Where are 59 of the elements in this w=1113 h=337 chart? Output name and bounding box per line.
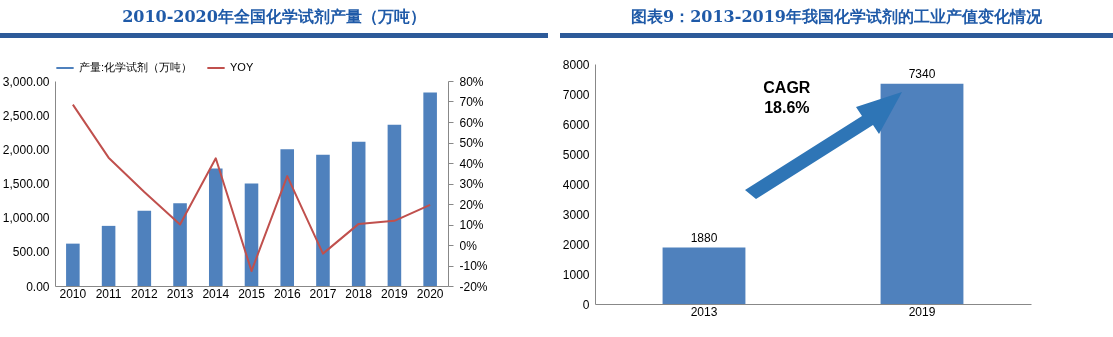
y-tick-label: 2,500.00 [2,108,50,123]
bar [280,149,295,286]
bar [244,183,259,286]
x-tick-label: 2010 [59,286,87,301]
bar [208,168,223,286]
y-tick-label: 7000 [562,87,590,102]
y-tick-label: 1,000.00 [2,211,50,226]
y-tick-label: 8000 [562,57,590,72]
y2-tick-label: 10% [459,218,484,232]
y-tick-label: 5000 [562,147,590,162]
x-tick-label: 2018 [345,286,373,301]
x-tick-label: 2016 [273,286,301,301]
y2-tick-label: 0% [459,238,478,253]
bar [316,154,330,286]
bar [387,124,402,286]
x-tick-label: 2012 [130,286,158,301]
y2-tick-label: 80% [459,74,484,89]
y-tick-label: 0 [582,297,590,312]
x-tick-label: 2011 [95,286,122,301]
y-tick-label: 3,000.00 [2,74,50,89]
x-tick-label: 2019 [908,304,936,319]
line-series [71,103,432,273]
x-tick-label: 2017 [309,286,337,301]
x-tick-label: 2013 [690,304,718,319]
y-tick-label: 1,500.00 [2,177,50,191]
y2-tick-label: -10% [459,259,488,273]
y2-tick-label: 40% [459,156,484,171]
legend-label: YOY [230,61,254,73]
y2-tick-label: 50% [459,136,484,150]
bar [173,203,187,286]
y2-tick-label: 70% [459,95,484,109]
chart-title: 图表9：2013-2019年我国化学试剂的工业产值变化情况 [560,0,1113,38]
y-tick-label: 1000 [562,267,590,282]
x-tick-label: 2019 [381,286,409,301]
legend-label: 产量:化学试剂（万吨） [79,61,193,73]
bar [351,141,366,286]
y-tick-label: 2000 [562,237,590,252]
y2-tick-label: -20% [459,279,488,294]
y-tick-label: 0.00 [26,279,50,294]
y2-tick-label: 30% [459,177,484,191]
y2-tick-label: 60% [459,115,484,130]
data-label: 1880 [690,230,718,245]
y-tick-label: 2,000.00 [2,142,50,157]
bar [137,210,152,286]
annotation: CAGR 18.6% [763,79,811,116]
bar [423,92,437,286]
x-tick-label: 2015 [238,286,266,301]
data-label: 7340 [908,66,936,81]
chart-title: 2010-2020年全国化学试剂产量（万吨） [0,0,548,38]
y-tick-label: 4000 [562,177,590,192]
y-tick-label: 500.00 [12,245,50,260]
bar [66,243,80,286]
y-tick-label: 6000 [562,117,590,132]
x-tick-label: 2013 [166,286,194,301]
y2-tick-label: 20% [459,197,484,212]
x-tick-label: 2014 [202,286,230,301]
x-tick-label: 2020 [416,286,444,301]
bar [101,225,116,286]
y-tick-label: 3000 [562,207,590,222]
